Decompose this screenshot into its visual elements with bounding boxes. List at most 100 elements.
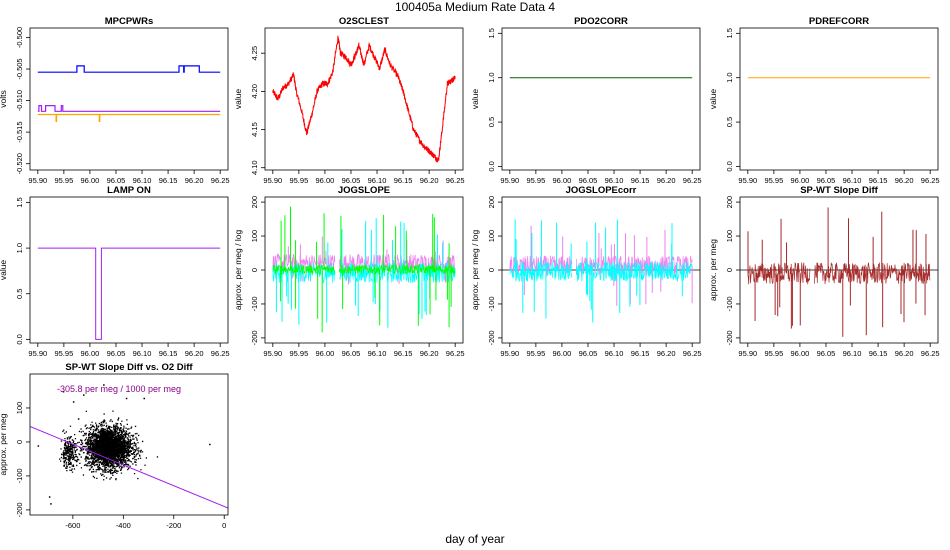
x-tick-label: 95.95 bbox=[526, 176, 545, 185]
x-tick-label: 96.00 bbox=[316, 176, 335, 185]
panel-pdrefcorr: PDREFCORR value 95.90 95.95 96.00 96.05 96.10 9… bbox=[708, 16, 940, 185]
series-O2SCLEST bbox=[272, 35, 456, 163]
x-tick-label: 96.00 bbox=[553, 349, 572, 358]
x-tick-label: 96.10 bbox=[843, 176, 862, 185]
x-tick-label: 96.05 bbox=[579, 349, 598, 358]
panel-title: PDREFCORR bbox=[809, 16, 869, 27]
y-tick-label: -0.515 bbox=[15, 121, 24, 142]
x-tick-label: 96.15 bbox=[394, 349, 413, 358]
panel-ylabel: value bbox=[470, 89, 480, 110]
panel-title: O2SCLEST bbox=[339, 16, 389, 27]
x-tick-label: 96.10 bbox=[368, 349, 387, 358]
x-tick-label: -200 bbox=[166, 521, 181, 530]
panel-ylabel: value bbox=[708, 89, 718, 110]
panel-frame bbox=[501, 27, 701, 171]
y-tick-label: 100 bbox=[250, 230, 259, 243]
panel-ylabel: value bbox=[0, 260, 8, 281]
x-tick-label: 96.15 bbox=[631, 176, 650, 185]
scatter-points bbox=[37, 384, 211, 505]
panel-title: MPCPWRs bbox=[105, 16, 154, 27]
y-tick-label: -100 bbox=[487, 296, 496, 311]
fit-annotation: -305.8 per meg / 1000 per meg bbox=[57, 384, 181, 394]
x-tick-label: 96.20 bbox=[657, 176, 676, 185]
y-tick-label: 0.5 bbox=[725, 117, 734, 127]
x-tick-label: 96.00 bbox=[316, 349, 335, 358]
x-tick-label: 95.90 bbox=[738, 176, 757, 185]
x-tick-label: 95.95 bbox=[289, 349, 308, 358]
x-tick-label: 95.90 bbox=[500, 349, 519, 358]
x-tick-label: 95.90 bbox=[28, 349, 47, 358]
panel-title: JOGSLOPEcorr bbox=[566, 185, 637, 196]
panel-ylabel: approx. per meg bbox=[708, 239, 718, 301]
panel-pdo2corr: PDO2CORR value 95.90 95.95 96.00 96.05 96.10 96… bbox=[470, 16, 702, 185]
x-tick-label: 96.10 bbox=[843, 349, 862, 358]
panel-frame bbox=[29, 27, 229, 171]
panel-spwt: SP-WT Slope Diff approx. per meg 95.90 95.9… bbox=[708, 185, 940, 358]
y-tick-label: 100 bbox=[725, 230, 734, 243]
y-tick-label: 0 bbox=[487, 268, 496, 272]
plot-area bbox=[30, 384, 228, 509]
y-tick-label: 0 bbox=[15, 440, 24, 444]
y-tick-label: 1.0 bbox=[487, 72, 496, 82]
panel-scatter: SP-WT Slope Diff vs. O2 Diff approx. per … bbox=[0, 362, 229, 530]
plot-area bbox=[37, 247, 221, 340]
x-tick-label: 96.25 bbox=[921, 176, 940, 185]
x-tick-label: 96.15 bbox=[631, 349, 650, 358]
panel-title: LAMP ON bbox=[107, 185, 151, 196]
x-tick-label: 96.25 bbox=[683, 349, 702, 358]
x-tick-label: 96.20 bbox=[895, 349, 914, 358]
panel-jogslopecorr: JOGSLOPEcorr approx. per meg / log 95.90 95… bbox=[470, 185, 702, 358]
y-tick-label: -200 bbox=[725, 330, 734, 345]
x-tick-label: 96.05 bbox=[817, 349, 836, 358]
panel-frame bbox=[264, 196, 464, 344]
x-tick-label: 96.10 bbox=[605, 349, 624, 358]
panel-lampon: LAMP ON value 95.90 95.95 96.00 96.05 96.10 96.… bbox=[0, 185, 230, 358]
panel-title: JOGSLOPE bbox=[338, 185, 390, 196]
x-tick-label: 96.25 bbox=[211, 349, 230, 358]
x-tick-label: 95.95 bbox=[764, 349, 783, 358]
y-tick-label: -100 bbox=[725, 296, 734, 311]
y-tick-label: -0.505 bbox=[15, 58, 24, 79]
panel-frame bbox=[739, 196, 939, 344]
series-cyan bbox=[509, 261, 693, 283]
x-tick-label: 95.90 bbox=[500, 176, 519, 185]
figure-title: 100405a Medium Rate Data 4 bbox=[395, 0, 555, 14]
x-tick-label: 96.10 bbox=[605, 176, 624, 185]
x-tick-label: 96.00 bbox=[81, 176, 100, 185]
x-tick-label: 96.05 bbox=[579, 176, 598, 185]
panel-ylabel: value bbox=[233, 89, 243, 110]
x-tick-label: 96.05 bbox=[817, 176, 836, 185]
x-tick-label: 95.95 bbox=[764, 176, 783, 185]
x-tick-label: -600 bbox=[65, 521, 80, 530]
y-tick-label: -200 bbox=[250, 330, 259, 345]
panel-o2sclest: O2SCLEST value 95.90 95.95 96.00 96.05 96.10 96… bbox=[233, 16, 465, 185]
figure-xlabel: day of year bbox=[445, 532, 504, 546]
panel-ylabel: approx. per meg bbox=[0, 413, 8, 475]
series-blue bbox=[37, 65, 221, 73]
x-tick-label: 95.90 bbox=[263, 349, 282, 358]
panel-ylabel: volts bbox=[0, 90, 8, 107]
x-tick-label: 96.20 bbox=[657, 349, 676, 358]
x-tick-label: 96.15 bbox=[869, 349, 888, 358]
y-tick-label: 1.5 bbox=[15, 197, 24, 207]
x-tick-label: 96.20 bbox=[185, 349, 204, 358]
x-tick-label: 96.20 bbox=[420, 176, 439, 185]
y-tick-label: 0.5 bbox=[15, 289, 24, 299]
y-tick-label: 4.15 bbox=[250, 122, 259, 137]
x-tick-label: 95.95 bbox=[289, 176, 308, 185]
x-tick-label: 96.10 bbox=[133, 176, 152, 185]
series-purple bbox=[37, 105, 221, 112]
panel-frame bbox=[29, 196, 229, 344]
y-tick-label: 0.0 bbox=[487, 161, 496, 171]
x-tick-label: 96.15 bbox=[869, 176, 888, 185]
x-tick-label: 96.25 bbox=[446, 176, 465, 185]
panel-mpcpwrs: MPCPWRs volts 95.90 95.95 96.00 96.05 96.10 96.… bbox=[0, 16, 230, 185]
y-tick-label: 0.0 bbox=[15, 334, 24, 344]
plot-area bbox=[37, 65, 221, 122]
x-tick-label: 96.00 bbox=[553, 176, 572, 185]
panel-title: PDO2CORR bbox=[574, 16, 628, 27]
x-tick-label: 96.25 bbox=[683, 176, 702, 185]
x-tick-label: 96.20 bbox=[895, 176, 914, 185]
panel-jogslope: JOGSLOPE approx. per meg / log 95.90 95.95 9… bbox=[233, 185, 465, 358]
